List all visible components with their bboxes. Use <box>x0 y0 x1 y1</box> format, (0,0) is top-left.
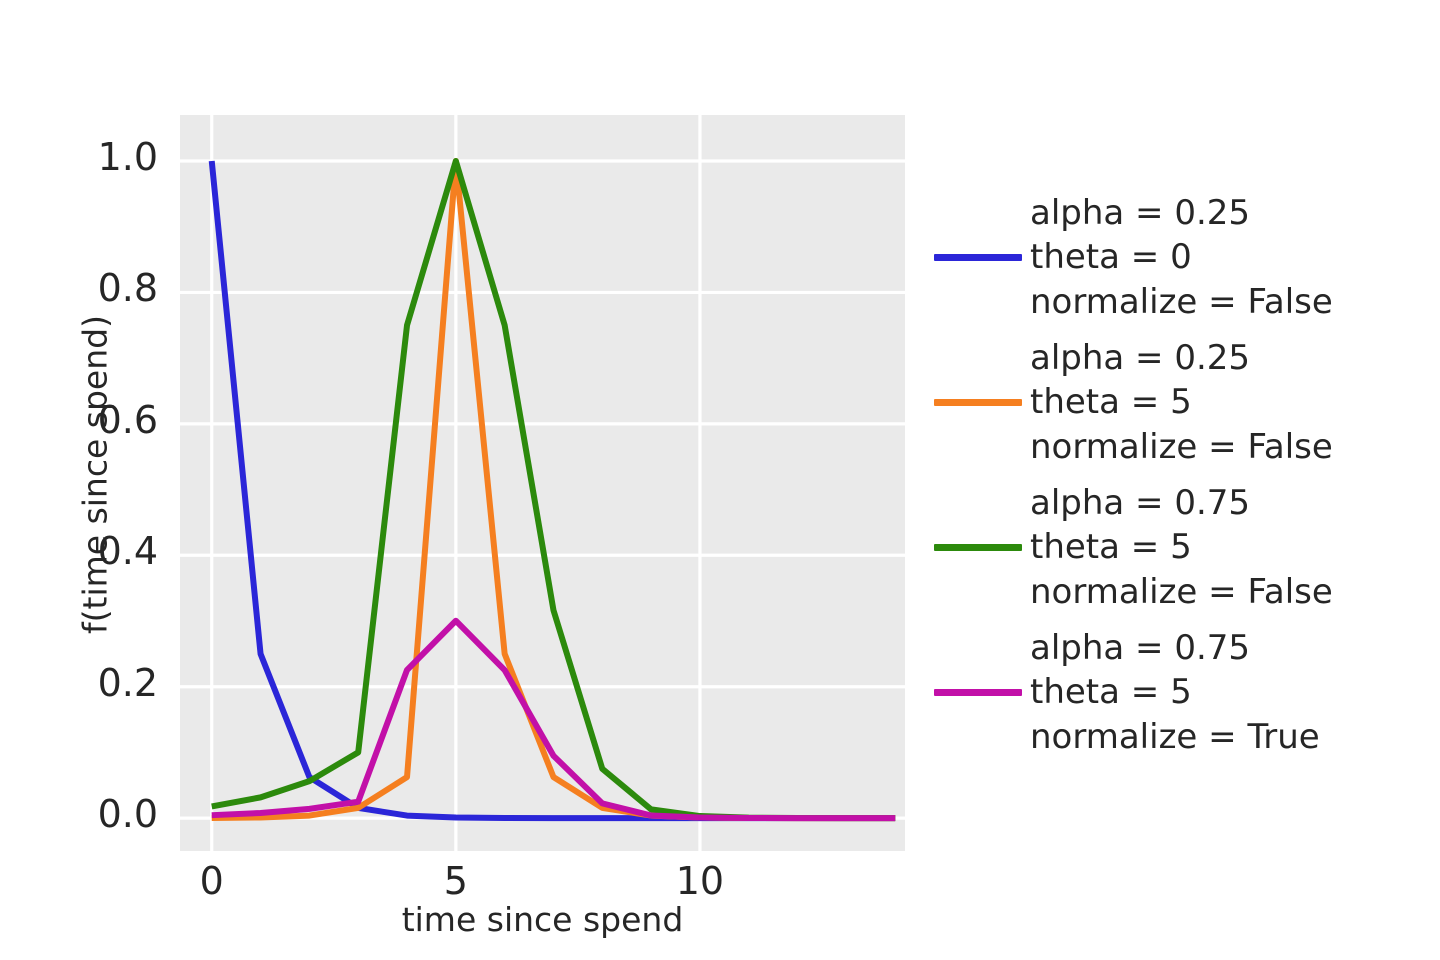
legend-entry[interactable]: alpha = 0.75 theta = 5 normalize = False <box>925 475 1425 620</box>
legend-label: alpha = 0.25 theta = 0 normalize = False <box>1030 193 1333 322</box>
y-axis-label: f(time since spend) <box>75 315 115 634</box>
legend-label: alpha = 0.75 theta = 5 normalize = False <box>1030 483 1333 612</box>
series-line-2 <box>211 158 896 822</box>
series-line-3 <box>211 617 896 822</box>
legend-swatch-cell <box>925 254 1030 261</box>
x-tick-label: 5 <box>443 859 468 903</box>
x-tick-label: 0 <box>199 859 224 903</box>
legend-color-swatch <box>933 689 1022 696</box>
y-tick-label: 0.0 <box>97 792 158 837</box>
y-tick-label: 0.2 <box>97 660 158 705</box>
series-line-1 <box>211 158 896 822</box>
plot-axes <box>180 115 905 851</box>
legend-label: alpha = 0.25 theta = 5 normalize = False <box>1030 338 1333 467</box>
legend-swatch-cell <box>925 689 1030 696</box>
legend-color-swatch <box>933 399 1022 406</box>
legend-entry[interactable]: alpha = 0.75 theta = 5 normalize = True <box>925 620 1425 765</box>
y-tick-label: 0.4 <box>97 529 158 574</box>
plot-panel-background <box>180 115 905 851</box>
y-tick-label: 0.6 <box>97 397 158 442</box>
legend-entry[interactable]: alpha = 0.25 theta = 5 normalize = False <box>925 330 1425 475</box>
legend-swatch-cell <box>925 399 1030 406</box>
legend-swatch-cell <box>925 544 1030 551</box>
legend-color-swatch <box>933 254 1022 261</box>
x-tick-label: 10 <box>675 859 725 903</box>
data-lines <box>208 158 896 822</box>
y-tick-label: 0.8 <box>97 266 158 311</box>
y-tick-label: 1.0 <box>97 135 158 179</box>
legend-entry[interactable]: alpha = 0.25 theta = 0 normalize = False <box>925 185 1425 330</box>
legend-color-swatch <box>933 544 1022 551</box>
x-axis-label: time since spend <box>401 900 684 939</box>
legend-label: alpha = 0.75 theta = 5 normalize = True <box>1030 628 1320 757</box>
series-line-0 <box>208 160 896 822</box>
legend: alpha = 0.25 theta = 0 normalize = False… <box>925 185 1425 765</box>
